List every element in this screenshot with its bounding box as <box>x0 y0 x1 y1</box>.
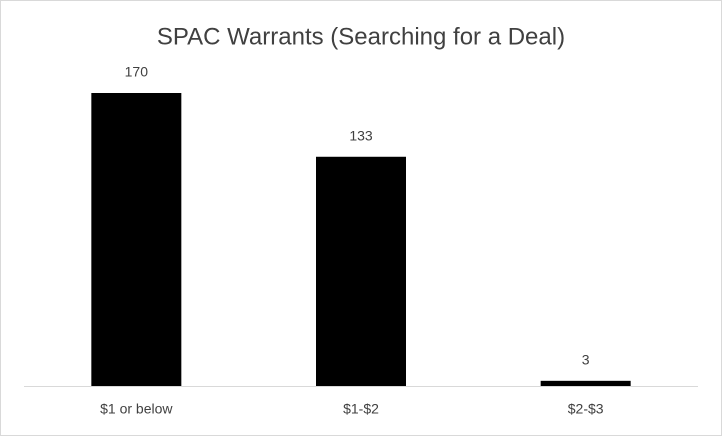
bar <box>91 93 182 386</box>
data-label: 170 <box>125 64 149 80</box>
bar <box>540 380 631 386</box>
bar <box>316 156 406 386</box>
x-tick-label: $1 or below <box>100 401 173 417</box>
x-tick-label: $1-$2 <box>343 401 379 417</box>
chart-title: SPAC Warrants (Searching for a Deal) <box>157 23 565 50</box>
data-label: 133 <box>349 127 373 143</box>
x-tick-label: $2-$3 <box>568 401 604 417</box>
data-label: 3 <box>582 352 590 368</box>
